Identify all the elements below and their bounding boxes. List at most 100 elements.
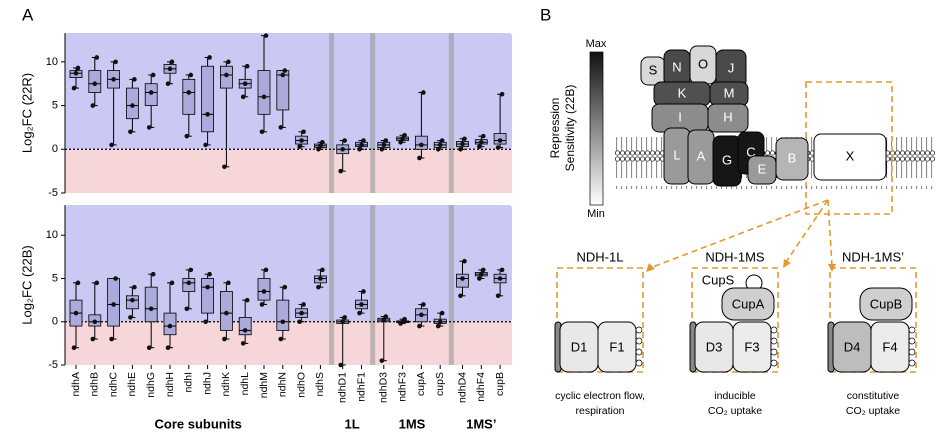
subunit bbox=[870, 321, 910, 373]
x-tick-label: ndhI bbox=[183, 372, 195, 392]
point bbox=[320, 267, 325, 273]
x-tick-label: ndhM bbox=[258, 372, 270, 398]
point bbox=[460, 141, 465, 147]
cup-label: CupS bbox=[702, 272, 735, 287]
point bbox=[90, 103, 96, 108]
subunit-label: D3 bbox=[706, 339, 723, 354]
caption: cyclic electron flow, bbox=[555, 390, 645, 402]
point bbox=[186, 90, 192, 95]
x-tick-label: ndhA bbox=[70, 372, 82, 397]
x-tick-label: ndhB bbox=[89, 372, 101, 397]
point bbox=[342, 138, 348, 143]
point bbox=[111, 77, 116, 82]
x-tick-label: ndhE bbox=[126, 372, 138, 397]
box bbox=[276, 299, 290, 331]
point bbox=[207, 55, 212, 60]
point bbox=[499, 267, 505, 273]
point bbox=[73, 310, 79, 316]
point bbox=[320, 139, 325, 145]
group-label: Core subunits bbox=[154, 416, 241, 431]
point bbox=[361, 138, 366, 143]
point bbox=[479, 139, 484, 145]
point bbox=[222, 336, 227, 342]
y-tick-label: 10 bbox=[46, 229, 58, 241]
x-tick-label: ndhS bbox=[314, 372, 326, 397]
subunit-label: C bbox=[746, 144, 755, 159]
point bbox=[261, 289, 267, 294]
subunit-label: K bbox=[678, 85, 687, 100]
cup-subunit bbox=[721, 287, 775, 321]
subunit-label: D4 bbox=[844, 339, 861, 354]
point bbox=[481, 133, 486, 139]
box bbox=[201, 65, 215, 133]
group-separator bbox=[329, 33, 335, 193]
point bbox=[299, 138, 304, 143]
panel-label: A bbox=[22, 5, 34, 24]
group-separator bbox=[448, 33, 454, 193]
point bbox=[318, 143, 323, 149]
point bbox=[417, 155, 422, 161]
y-tick-label: 0 bbox=[52, 143, 58, 155]
subunit-label: J bbox=[728, 60, 735, 75]
subunit-label: D1 bbox=[571, 339, 588, 354]
point bbox=[167, 66, 173, 72]
point bbox=[361, 289, 366, 294]
subunit bbox=[707, 103, 749, 133]
x-tick-label: ndhC bbox=[107, 372, 119, 398]
point bbox=[357, 310, 362, 316]
x-tick-label: cupS bbox=[434, 372, 446, 396]
point bbox=[226, 280, 231, 286]
y-tick-label: 5 bbox=[52, 272, 58, 284]
point bbox=[359, 302, 364, 307]
point bbox=[113, 276, 118, 281]
y-axis-label: Log₂FC (22R) bbox=[19, 73, 34, 153]
point bbox=[205, 112, 210, 117]
box bbox=[182, 78, 196, 115]
point bbox=[169, 280, 175, 286]
point bbox=[497, 276, 503, 281]
caption: constitutive bbox=[847, 390, 900, 402]
y-tick-label: 10 bbox=[46, 56, 58, 68]
point bbox=[495, 145, 501, 150]
point bbox=[92, 81, 98, 87]
point bbox=[383, 314, 389, 319]
point bbox=[379, 358, 385, 363]
point bbox=[316, 284, 321, 290]
point bbox=[203, 142, 208, 148]
x-tick-label: ndhG bbox=[145, 372, 157, 398]
point bbox=[224, 72, 229, 78]
subunit-label: O bbox=[698, 56, 708, 71]
panel-label: B bbox=[540, 5, 551, 24]
point bbox=[261, 94, 267, 100]
lipid-head bbox=[908, 348, 916, 356]
point bbox=[188, 267, 194, 273]
point bbox=[90, 336, 96, 342]
point bbox=[462, 258, 467, 264]
point bbox=[184, 306, 190, 312]
subunit bbox=[775, 137, 809, 181]
point bbox=[359, 142, 364, 148]
subunit-label: M bbox=[724, 85, 735, 100]
point bbox=[94, 280, 100, 286]
point bbox=[458, 293, 463, 299]
lipid-head bbox=[635, 359, 643, 367]
point bbox=[495, 293, 501, 299]
x-tick-label: ndhF4 bbox=[475, 372, 487, 402]
point bbox=[318, 276, 323, 281]
point bbox=[73, 70, 79, 76]
point bbox=[338, 168, 344, 174]
cup-label: CupA bbox=[732, 296, 765, 311]
x-tick-label: ndhJ bbox=[201, 372, 213, 395]
color-scale bbox=[589, 51, 604, 206]
point bbox=[299, 310, 304, 316]
lipid-head bbox=[770, 326, 778, 334]
y-tick-label: -5 bbox=[48, 359, 58, 371]
point bbox=[301, 302, 306, 307]
group-separator bbox=[370, 33, 376, 193]
point bbox=[263, 33, 269, 38]
positive-region bbox=[65, 205, 512, 322]
subunit-label: H bbox=[723, 109, 732, 124]
point bbox=[338, 362, 344, 368]
point bbox=[479, 271, 484, 277]
subunit-label: S bbox=[649, 62, 658, 77]
